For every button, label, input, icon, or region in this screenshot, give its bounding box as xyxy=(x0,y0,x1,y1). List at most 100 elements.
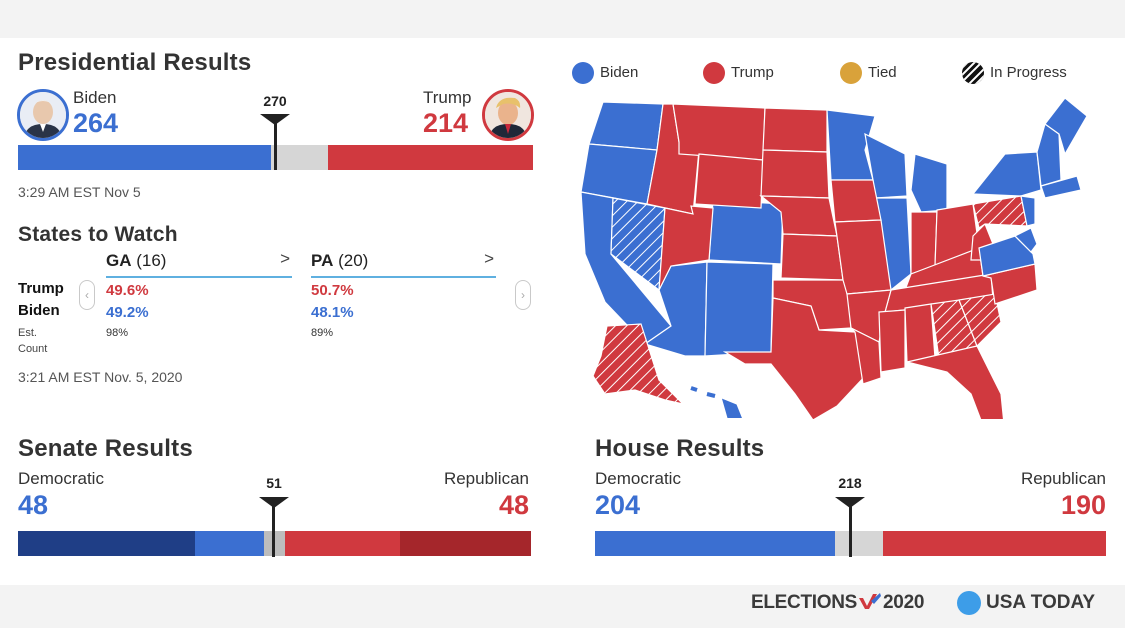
state-fl xyxy=(906,345,1005,419)
ga-trump-pct: 49.6% xyxy=(106,282,149,299)
elections-2020-logo: ELECTIONS 2020 xyxy=(751,592,924,614)
senate-threshold: 51 xyxy=(266,475,282,491)
state-card-pa[interactable]: PA (20) > xyxy=(311,244,496,278)
presidential-title: Presidential Results xyxy=(18,49,252,76)
state-sc xyxy=(958,293,1002,348)
ga-est-count: 98% xyxy=(106,327,129,339)
biden-avatar xyxy=(17,89,69,141)
state-ma-ct-ri xyxy=(1040,175,1082,199)
state-ms xyxy=(878,309,906,373)
state-card-pa-ev: (20) xyxy=(338,251,369,270)
state-co xyxy=(708,199,784,265)
senate-bar-republican xyxy=(284,531,402,556)
state-card-ga-code: GA xyxy=(106,251,132,270)
ballot-check-icon xyxy=(859,593,882,609)
pa-est-count: 89% xyxy=(311,327,334,339)
results-card: Presidential Results Biden 264 270 Trump… xyxy=(0,38,1125,585)
state-nd xyxy=(762,107,828,153)
state-ut xyxy=(658,205,714,291)
state-la xyxy=(850,327,882,385)
legend-tied-label: Tied xyxy=(868,64,897,81)
house-dem-label: Democratic xyxy=(595,469,681,488)
senate-bar-dem-holdover xyxy=(18,531,197,556)
state-va xyxy=(978,235,1036,277)
chevron-right-icon: › xyxy=(521,288,525,302)
state-nm xyxy=(704,261,774,357)
house-bar xyxy=(595,531,1106,556)
senate-rep-label: Republican xyxy=(443,469,529,488)
legend-trump-label: Trump xyxy=(731,64,774,81)
state-ny xyxy=(971,151,1042,197)
senate-bar-rep-holdover xyxy=(400,531,531,556)
state-wy xyxy=(694,153,764,209)
ga-biden-pct: 49.2% xyxy=(106,304,149,321)
biden-name: Biden xyxy=(73,88,117,107)
states-prev-button[interactable]: ‹ xyxy=(79,280,95,310)
state-al xyxy=(904,303,936,363)
house-rep-label: Republican xyxy=(1020,469,1106,488)
trump-electoral-votes: 214 xyxy=(423,108,469,138)
senate-threshold-line xyxy=(272,506,275,557)
state-wi xyxy=(864,132,908,199)
legend-trump-swatch xyxy=(703,62,725,84)
usa-today-logo-dot xyxy=(957,591,981,615)
state-sd xyxy=(760,149,830,199)
senate-dem-label: Democratic xyxy=(18,469,104,488)
states-next-button[interactable]: › xyxy=(515,280,531,310)
state-hi xyxy=(690,386,742,418)
state-mi xyxy=(910,153,948,213)
state-ia xyxy=(830,179,882,223)
state-mn xyxy=(826,109,876,181)
state-wa xyxy=(588,101,664,151)
trump-name: Trump xyxy=(423,88,472,107)
state-card-pa-code: PA xyxy=(311,251,334,270)
states-to-watch-title: States to Watch xyxy=(18,223,178,246)
state-mt xyxy=(672,103,766,161)
presidential-bar-democratic xyxy=(18,145,271,170)
states-timestamp: 3:21 AM EST Nov. 5, 2020 xyxy=(18,369,183,385)
usa-today-logo-text: USA TODAY xyxy=(986,592,1096,613)
presidential-bar xyxy=(18,145,533,170)
house-threshold-line xyxy=(849,506,852,557)
legend-biden-label: Biden xyxy=(600,64,639,81)
elections-logo-text: ELECTIONS xyxy=(751,592,858,613)
state-card-pa-header: PA (20) xyxy=(311,251,368,271)
us-electoral-map[interactable] xyxy=(575,94,1090,419)
house-bar-democratic xyxy=(595,531,835,556)
row-label-biden: Biden xyxy=(18,302,60,319)
house-marker xyxy=(835,497,865,508)
house-rep-seats: 190 xyxy=(1060,490,1106,520)
senate-bar xyxy=(18,531,531,556)
state-tx xyxy=(722,297,868,419)
house-dem-seats: 204 xyxy=(595,490,641,520)
presidential-timestamp: 3:29 AM EST Nov 5 xyxy=(18,184,141,200)
state-me xyxy=(1044,97,1088,156)
legend-tied-swatch xyxy=(840,62,862,84)
presidential-threshold: 270 xyxy=(263,93,287,109)
elections-logo-year: 2020 xyxy=(883,592,925,613)
state-card-ga-header: GA (16) xyxy=(106,251,166,271)
chevron-left-icon: ‹ xyxy=(85,288,89,302)
presidential-marker xyxy=(260,114,290,125)
state-mo xyxy=(834,219,892,295)
state-ak xyxy=(592,323,685,406)
senate-rep-seats: 48 xyxy=(498,490,529,520)
biden-electoral-votes: 264 xyxy=(73,108,119,138)
state-card-ga[interactable]: GA (16) > xyxy=(106,244,292,278)
trump-avatar xyxy=(482,89,534,141)
state-ks xyxy=(780,233,844,281)
senate-dem-seats: 48 xyxy=(18,490,49,520)
state-nj xyxy=(1020,195,1036,227)
row-label-est-count: Est. Count xyxy=(18,327,48,355)
state-card-ga-ev: (16) xyxy=(136,251,167,270)
state-md xyxy=(1013,227,1038,253)
house-bar-republican xyxy=(882,531,1106,556)
senate-bar-democratic xyxy=(195,531,265,556)
pa-trump-pct: 50.7% xyxy=(311,282,354,299)
pa-biden-pct: 48.1% xyxy=(311,304,354,321)
state-in xyxy=(910,211,938,275)
legend-in-progress-swatch xyxy=(962,62,984,84)
senate-title: Senate Results xyxy=(18,435,193,462)
presidential-bar-republican xyxy=(328,145,533,170)
legend-in-progress-label: In Progress xyxy=(990,64,1067,81)
